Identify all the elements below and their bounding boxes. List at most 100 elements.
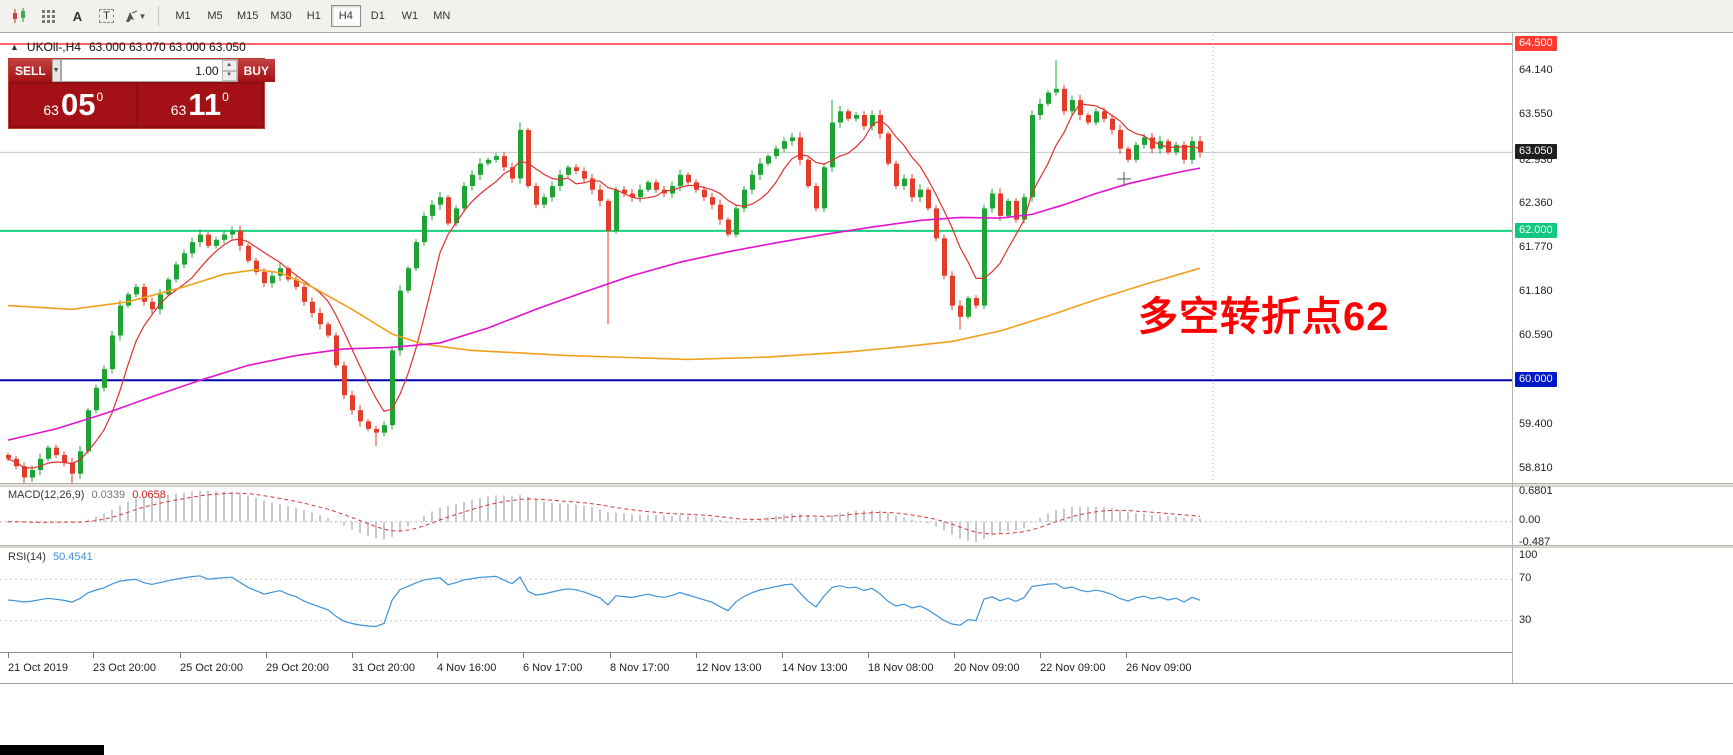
candle (862, 115, 867, 127)
rsi-panel-canvas[interactable] (0, 548, 1512, 652)
macd-bar (855, 510, 857, 522)
macd-bar (575, 504, 577, 522)
candle (86, 410, 91, 452)
timeframe-m30-button[interactable]: M30 (265, 5, 296, 27)
macd-bar (1167, 516, 1169, 522)
macd-bar (847, 511, 849, 522)
one-click-trade-panel: SELL ▼ ▲ ▼ BUY 63 05 0 63 11 0 (8, 58, 275, 129)
candle (886, 133, 891, 164)
macd-bar (631, 514, 633, 522)
candlestick-chart-icon[interactable] (6, 4, 33, 28)
candle (326, 324, 331, 336)
sell-price-fraction: 0 (96, 90, 104, 104)
macd-bar (215, 491, 217, 522)
macd-signal-line (7, 492, 1201, 535)
text-annotation-icon[interactable]: A (64, 4, 91, 28)
macd-bar (655, 515, 657, 522)
candle (574, 167, 579, 171)
macd-bar (199, 490, 201, 522)
candle (62, 455, 67, 463)
macd-bar (119, 505, 121, 522)
macd-bar (463, 501, 465, 522)
timeframe-h4-button[interactable]: H4 (330, 5, 361, 27)
collapse-panel-icon[interactable]: ▲ (10, 42, 19, 52)
candle (278, 268, 283, 276)
candle (1030, 115, 1035, 198)
candle (790, 137, 795, 142)
candle (646, 182, 651, 190)
macd-signal-value: 0.0658 (132, 489, 166, 501)
buy-button[interactable]: BUY (237, 59, 275, 82)
text-label-icon[interactable]: T (93, 4, 120, 28)
time-axis-tick (1040, 653, 1041, 658)
candle (318, 313, 323, 325)
indicator-grid-icon[interactable] (35, 4, 62, 28)
price-axis[interactable]: 64.500 64.140 63.550 63.050 62.930 62.360 62.0… (1513, 0, 1733, 755)
time-axis-label: 23 Oct 20:00 (93, 662, 156, 674)
macd-bar (823, 517, 825, 522)
candle (550, 186, 555, 198)
macd-bar (455, 504, 457, 522)
timeframe-m5-button[interactable]: M5 (200, 5, 230, 27)
panel-splitter-macd[interactable] (0, 483, 1733, 487)
candle (366, 421, 371, 429)
time-axis-tick (696, 653, 697, 658)
macd-panel-canvas[interactable] (0, 487, 1512, 545)
timeframe-m1-button[interactable]: M1 (168, 5, 198, 27)
macd-bar (319, 515, 321, 522)
volume-dropdown-button[interactable]: ▼ (51, 59, 61, 82)
volume-input[interactable] (61, 60, 222, 81)
drawing-tools-dropdown-icon[interactable]: ▼ (122, 4, 149, 28)
volume-decrease-button[interactable]: ▼ (221, 70, 237, 81)
macd-bar (791, 513, 793, 522)
macd-bar (479, 497, 481, 522)
timeframe-d1-button[interactable]: D1 (363, 5, 393, 27)
candle (398, 290, 403, 351)
timeframe-h1-button[interactable]: H1 (299, 5, 329, 27)
macd-bar (439, 507, 441, 522)
candle (302, 286, 307, 302)
macd-bar (727, 521, 729, 523)
time-axis-tick (782, 653, 783, 658)
macd-bar (311, 512, 313, 522)
candle (486, 159, 491, 164)
price-axis-label: 61.180 (1519, 285, 1553, 297)
candle (846, 111, 851, 119)
candle (734, 208, 739, 235)
time-axis-label: 14 Nov 13:00 (782, 662, 848, 674)
candle (246, 245, 251, 261)
timeframe-w1-button[interactable]: W1 (395, 5, 425, 27)
volume-increase-button[interactable]: ▲ (221, 60, 237, 71)
buy-price-button[interactable]: 63 11 0 (137, 84, 262, 126)
time-axis-label: 4 Nov 16:00 (437, 662, 497, 674)
timeframe-m15-button[interactable]: M15 (232, 5, 263, 27)
price-chart-canvas[interactable] (0, 33, 1512, 483)
panel-splitter-rsi[interactable] (0, 545, 1733, 548)
macd-bar (1183, 518, 1185, 522)
sell-price-button[interactable]: 63 05 0 (11, 84, 136, 126)
candle (30, 470, 35, 478)
macd-bar (143, 497, 145, 522)
time-axis-tick (954, 653, 955, 658)
candle (1070, 100, 1075, 112)
sell-button[interactable]: SELL (9, 59, 52, 82)
price-axis-label: 64.140 (1519, 64, 1553, 76)
timeframe-mn-button[interactable]: MN (427, 5, 457, 27)
macd-bar (599, 509, 601, 522)
candle (878, 115, 883, 134)
candle (94, 387, 99, 411)
candle (1182, 144, 1187, 160)
candle (566, 167, 571, 175)
macd-bar (567, 503, 569, 522)
candle (1022, 197, 1027, 220)
candle (286, 268, 291, 280)
candle (1134, 144, 1139, 160)
price-axis-label: 59.400 (1519, 418, 1553, 430)
candle (654, 182, 659, 190)
macd-bar (1119, 510, 1121, 522)
candle (662, 189, 667, 194)
candle (830, 122, 835, 168)
time-axis[interactable]: 21 Oct 2019 23 Oct 20:00 25 Oct 20:00 29 Oc… (0, 652, 1512, 683)
macd-bar (351, 521, 353, 530)
candle (838, 111, 843, 123)
